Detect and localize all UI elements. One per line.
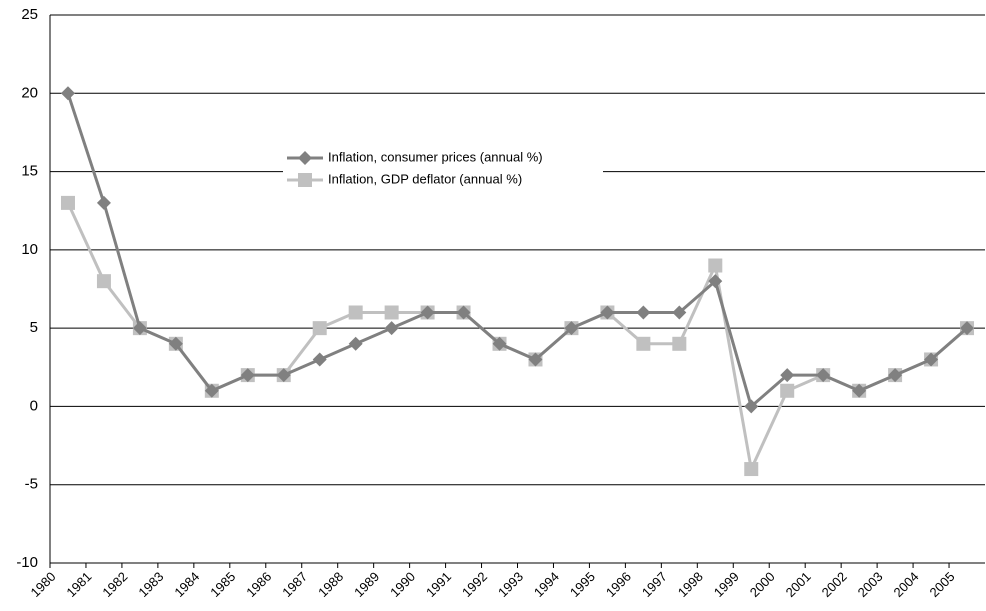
- y-tick-label: 5: [30, 319, 38, 336]
- marker: [924, 352, 939, 367]
- y-tick-label: 20: [21, 84, 38, 101]
- marker: [348, 305, 363, 320]
- marker: [744, 462, 759, 477]
- marker: [492, 336, 507, 351]
- marker: [708, 258, 723, 273]
- series-line: [66, 202, 969, 475]
- marker: [708, 274, 723, 289]
- x-tick-label: 1990: [387, 569, 418, 600]
- marker: [348, 336, 363, 351]
- x-tick-label: 1985: [207, 569, 238, 600]
- marker: [60, 195, 75, 210]
- marker: [298, 173, 312, 187]
- legend-box: [283, 146, 603, 192]
- marker: [780, 368, 795, 383]
- marker: [456, 305, 471, 320]
- x-tick-label: 1983: [135, 569, 166, 600]
- marker: [600, 305, 615, 320]
- x-tick-label: 2002: [819, 569, 850, 600]
- y-tick-label: 15: [21, 163, 38, 180]
- x-tick-label: 2004: [891, 569, 922, 600]
- x-tick-label: 2000: [747, 569, 778, 600]
- marker: [780, 383, 795, 398]
- y-tick-label: 10: [21, 241, 38, 258]
- marker: [816, 368, 831, 383]
- x-tick-label: 1982: [99, 569, 130, 600]
- marker: [852, 383, 867, 398]
- marker: [204, 383, 219, 398]
- marker: [96, 195, 111, 210]
- x-tick-label: 1981: [63, 569, 94, 600]
- x-tick-label: 1986: [243, 569, 274, 600]
- marker: [420, 305, 435, 320]
- x-tick-label: 2003: [855, 569, 886, 600]
- legend: Inflation, consumer prices (annual %) Inf…: [283, 146, 603, 192]
- series: [60, 86, 975, 414]
- x-tick-label: 1997: [639, 569, 670, 600]
- marker: [672, 305, 687, 320]
- x-tick-label: 1992: [459, 569, 490, 600]
- x-tick-label: 1980: [27, 569, 58, 600]
- x-tick-label: 1993: [495, 569, 526, 600]
- x-tick-label: 1989: [351, 569, 382, 600]
- x-tick-label: 1998: [675, 569, 706, 600]
- x-tick-label: 1994: [531, 569, 562, 600]
- marker: [744, 399, 759, 414]
- marker: [672, 336, 687, 351]
- y-tick-label: 0: [30, 397, 38, 414]
- marker: [298, 151, 312, 165]
- marker: [240, 368, 255, 383]
- marker: [60, 86, 75, 101]
- marker: [312, 352, 327, 367]
- x-tick-label: 1999: [711, 569, 742, 600]
- marker: [276, 368, 291, 383]
- x-tick-label: 2005: [927, 569, 958, 600]
- y-tick-label: 25: [21, 6, 38, 23]
- x-tick-label: 1991: [423, 569, 454, 600]
- marker: [96, 274, 111, 289]
- legend-label: Inflation, consumer prices (annual %): [328, 149, 543, 164]
- marker: [384, 321, 399, 336]
- x-tick-label: 2001: [783, 569, 814, 600]
- x-tick-label: 1988: [315, 569, 346, 600]
- x-tick-label: 1984: [171, 569, 202, 600]
- marker: [168, 336, 183, 351]
- x-tick-label: 1987: [279, 569, 310, 600]
- marker: [564, 321, 579, 336]
- y-tick-label: -10: [16, 554, 38, 571]
- marker: [312, 321, 327, 336]
- marker: [132, 321, 147, 336]
- marker: [888, 368, 903, 383]
- legend-label: Inflation, GDP deflator (annual %): [328, 171, 522, 186]
- marker: [384, 305, 399, 320]
- marker: [960, 321, 975, 336]
- marker: [636, 305, 651, 320]
- marker: [528, 352, 543, 367]
- marker: [636, 336, 651, 351]
- series: [60, 195, 975, 477]
- y-tick-label: -5: [25, 476, 38, 493]
- x-tick-label: 1996: [603, 569, 634, 600]
- x-tick-label: 1995: [567, 569, 598, 600]
